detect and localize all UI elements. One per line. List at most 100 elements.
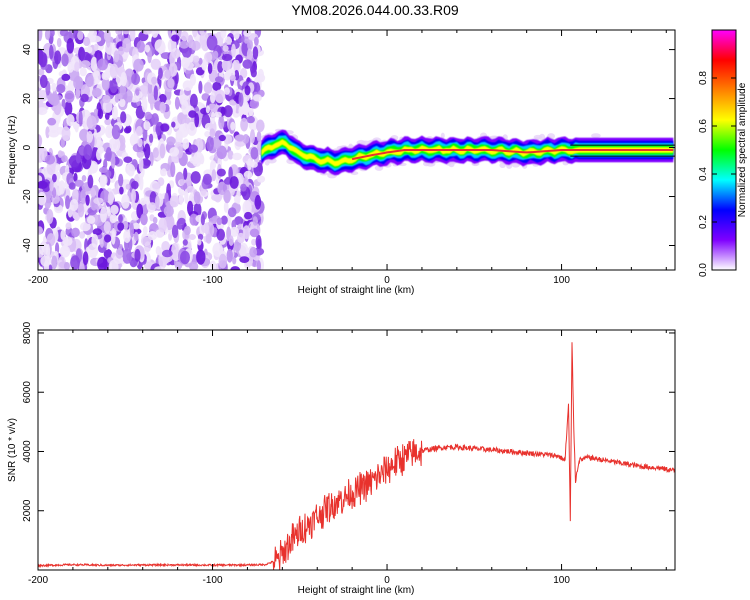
noise-cell bbox=[120, 72, 127, 87]
noise-cell bbox=[242, 225, 251, 240]
noise-cell bbox=[92, 228, 103, 236]
signal-halo-cell bbox=[448, 161, 455, 168]
noise-cell bbox=[70, 255, 80, 270]
noise-cell bbox=[66, 38, 75, 54]
noise-cell bbox=[230, 121, 236, 131]
noise-cell bbox=[93, 43, 99, 51]
noise-cell bbox=[144, 44, 151, 53]
noise-cell bbox=[171, 224, 179, 238]
noise-cell bbox=[62, 236, 73, 247]
noise-cell bbox=[184, 225, 191, 236]
noise-cell bbox=[179, 40, 190, 49]
noise-cell bbox=[49, 181, 54, 192]
noise-cell bbox=[155, 125, 161, 136]
noise-cell bbox=[205, 233, 212, 244]
noise-cell bbox=[75, 152, 81, 164]
signal-halo-cell bbox=[591, 133, 601, 139]
noise-cell bbox=[122, 30, 130, 35]
noise-cell bbox=[218, 253, 228, 269]
noise-cell bbox=[205, 105, 210, 114]
noise-cell bbox=[223, 134, 233, 145]
noise-cell bbox=[175, 130, 183, 144]
noise-cell bbox=[234, 216, 244, 226]
y-tick-label: 20 bbox=[22, 93, 33, 105]
x-tick-label: 0 bbox=[384, 275, 390, 286]
noise-cell bbox=[134, 248, 141, 262]
noise-cell bbox=[242, 59, 253, 69]
noise-cell bbox=[171, 121, 176, 128]
noise-cell bbox=[57, 150, 63, 158]
noise-cell bbox=[221, 53, 233, 62]
y-tick-label: 4000 bbox=[22, 440, 33, 463]
noise-cell bbox=[209, 128, 216, 138]
noise-cell bbox=[149, 133, 154, 143]
noise-cell bbox=[160, 123, 170, 132]
noise-cell bbox=[56, 37, 62, 48]
noise-cell bbox=[210, 160, 217, 169]
noise-cell bbox=[118, 98, 126, 108]
noise-cell bbox=[138, 156, 144, 173]
noise-cell bbox=[101, 72, 107, 80]
noise-cell bbox=[147, 231, 158, 241]
noise-cell bbox=[110, 153, 116, 169]
noise-cell bbox=[91, 234, 99, 248]
noise-cell bbox=[38, 191, 47, 206]
noise-cell bbox=[242, 200, 252, 216]
spectrogram-x-ticks: -200 -100 0 100 bbox=[28, 30, 667, 286]
noise-cell bbox=[117, 222, 125, 231]
spectrogram-y-ticks: -40 -20 0 20 40 bbox=[22, 44, 675, 253]
noise-cell bbox=[237, 232, 245, 244]
noise-cell bbox=[39, 74, 48, 88]
y-tick-label: -40 bbox=[22, 238, 33, 253]
noise-cell bbox=[204, 131, 211, 138]
noise-cell bbox=[192, 30, 198, 38]
noise-cell bbox=[227, 207, 237, 218]
noise-cell bbox=[189, 213, 198, 226]
noise-cell bbox=[114, 93, 120, 103]
noise-cell bbox=[73, 172, 78, 183]
noise-cell bbox=[151, 113, 159, 125]
noise-cell bbox=[44, 30, 51, 40]
noise-cell bbox=[120, 111, 127, 124]
noise-cell bbox=[139, 175, 144, 191]
noise-cell bbox=[188, 144, 198, 153]
noise-cell bbox=[185, 61, 194, 71]
noise-cell bbox=[86, 115, 97, 130]
noise-cell bbox=[74, 61, 80, 72]
noise-cell bbox=[47, 117, 57, 126]
noise-cell bbox=[85, 73, 94, 88]
noise-cell bbox=[249, 228, 260, 238]
noise-cell bbox=[166, 200, 171, 216]
noise-cell bbox=[247, 158, 252, 171]
noise-cell bbox=[154, 39, 166, 53]
noise-cell bbox=[38, 148, 45, 163]
noise-cell bbox=[38, 226, 43, 235]
snr-y-label: SNR (10 * v/v) bbox=[7, 418, 18, 482]
signal-halo-cell bbox=[499, 162, 506, 168]
noise-cell bbox=[180, 250, 190, 265]
noise-cell bbox=[141, 77, 146, 84]
noise-cell bbox=[111, 124, 121, 140]
noise-cell bbox=[233, 30, 240, 40]
noise-cell bbox=[64, 101, 73, 116]
noise-cell bbox=[86, 130, 93, 144]
noise-cell bbox=[206, 136, 214, 152]
colorbar-tick-label: 0.4 bbox=[698, 167, 709, 181]
noise-cell bbox=[80, 60, 91, 68]
noise-cell bbox=[97, 58, 108, 71]
signal-halo-cell bbox=[320, 172, 329, 176]
noise-cell bbox=[125, 125, 132, 133]
noise-cell bbox=[251, 238, 257, 246]
noise-cell bbox=[250, 147, 259, 160]
noise-cell bbox=[252, 216, 258, 226]
noise-cell bbox=[111, 230, 116, 245]
noise-cell bbox=[144, 143, 151, 159]
noise-cell bbox=[254, 194, 262, 210]
y-tick-label: 2000 bbox=[22, 499, 33, 522]
noise-cell bbox=[255, 119, 265, 133]
noise-cell bbox=[152, 216, 158, 224]
noise-cell bbox=[38, 68, 45, 76]
noise-cell bbox=[82, 251, 89, 266]
y-tick-label: 6000 bbox=[22, 381, 33, 404]
noise-cell bbox=[103, 248, 113, 259]
